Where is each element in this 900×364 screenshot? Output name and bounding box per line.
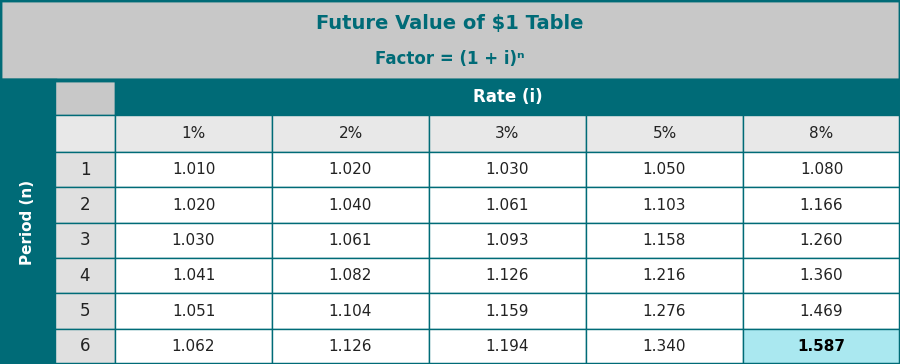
Text: Factor = (1 + i)ⁿ: Factor = (1 + i)ⁿ [375, 50, 525, 68]
Bar [272, 223, 429, 258]
Text: 1.260: 1.260 [800, 233, 843, 248]
Text: 1.159: 1.159 [486, 304, 529, 318]
Text: 1.061: 1.061 [328, 233, 373, 248]
Bar [586, 293, 743, 329]
Text: 1.194: 1.194 [486, 339, 529, 354]
Bar [272, 115, 429, 152]
Bar [429, 258, 586, 293]
Bar [272, 329, 429, 364]
Text: 1.216: 1.216 [643, 268, 686, 283]
Bar [55, 293, 115, 329]
Text: 1%: 1% [182, 126, 205, 141]
Bar [115, 152, 272, 187]
Bar [272, 258, 429, 293]
Text: 1.080: 1.080 [800, 162, 843, 177]
Text: 1.587: 1.587 [797, 339, 845, 354]
Text: 2%: 2% [338, 126, 363, 141]
Bar [115, 329, 272, 364]
Bar [743, 115, 900, 152]
Bar [55, 80, 115, 115]
Text: Period (n): Period (n) [20, 179, 35, 265]
Bar [115, 80, 900, 115]
Text: 1.030: 1.030 [172, 233, 215, 248]
Bar [272, 187, 429, 223]
Text: 3: 3 [80, 232, 90, 249]
Bar [743, 293, 900, 329]
Text: 1.051: 1.051 [172, 304, 215, 318]
Text: 1.276: 1.276 [643, 304, 686, 318]
Text: 1.020: 1.020 [328, 162, 373, 177]
Text: 2: 2 [80, 196, 90, 214]
Bar [0, 80, 900, 364]
Text: 1.126: 1.126 [486, 268, 529, 283]
Bar [586, 152, 743, 187]
Bar [586, 187, 743, 223]
Bar [743, 258, 900, 293]
Text: 6: 6 [80, 337, 90, 355]
Text: 1.061: 1.061 [486, 198, 529, 213]
Text: 1.041: 1.041 [172, 268, 215, 283]
Text: Rate (i): Rate (i) [472, 88, 543, 107]
Bar [429, 329, 586, 364]
Bar [115, 187, 272, 223]
Text: 8%: 8% [809, 126, 833, 141]
Text: 1.158: 1.158 [643, 233, 686, 248]
Text: 1.030: 1.030 [486, 162, 529, 177]
Text: 1.103: 1.103 [643, 198, 686, 213]
Bar [586, 115, 743, 152]
Bar [0, 0, 900, 80]
Bar [55, 223, 115, 258]
Text: 1.166: 1.166 [800, 198, 843, 213]
Bar [743, 223, 900, 258]
Bar [55, 187, 115, 223]
Text: 1.360: 1.360 [800, 268, 843, 283]
Bar [0, 80, 55, 364]
Bar [429, 187, 586, 223]
Text: 1.010: 1.010 [172, 162, 215, 177]
Bar [586, 258, 743, 293]
Text: 1.104: 1.104 [328, 304, 373, 318]
Bar [115, 258, 272, 293]
Text: 1.082: 1.082 [328, 268, 373, 283]
Bar [272, 293, 429, 329]
Text: 4: 4 [80, 267, 90, 285]
Text: Future Value of $1 Table: Future Value of $1 Table [316, 14, 584, 33]
Bar [115, 293, 272, 329]
Bar [429, 293, 586, 329]
Bar [586, 329, 743, 364]
Bar [586, 223, 743, 258]
Text: 1.126: 1.126 [328, 339, 373, 354]
Bar [55, 152, 115, 187]
Bar [743, 152, 900, 187]
Bar [55, 115, 115, 152]
Text: 1.093: 1.093 [486, 233, 529, 248]
Bar [115, 223, 272, 258]
Bar [55, 258, 115, 293]
Text: 1.040: 1.040 [328, 198, 373, 213]
Text: 1.020: 1.020 [172, 198, 215, 213]
Text: 1.340: 1.340 [643, 339, 686, 354]
Text: 1: 1 [80, 161, 90, 179]
Bar [429, 223, 586, 258]
Text: 1.062: 1.062 [172, 339, 215, 354]
Bar [429, 152, 586, 187]
Text: 3%: 3% [495, 126, 519, 141]
Text: 1.050: 1.050 [643, 162, 686, 177]
Text: 5: 5 [80, 302, 90, 320]
Bar [429, 115, 586, 152]
Bar [272, 152, 429, 187]
Text: 5%: 5% [652, 126, 677, 141]
Bar [115, 115, 272, 152]
Bar [743, 329, 900, 364]
Bar [55, 329, 115, 364]
Bar [0, 0, 900, 80]
Text: 1.469: 1.469 [800, 304, 843, 318]
Bar [743, 187, 900, 223]
